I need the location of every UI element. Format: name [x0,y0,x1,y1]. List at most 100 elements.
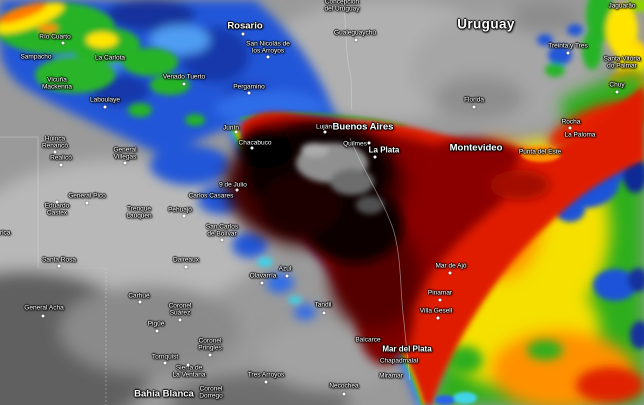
map-label: Quilmes [343,140,367,148]
storm-cell [225,86,644,405]
map-label: Santa Rosa [42,256,76,264]
map-label: Mar de Ajó [435,262,467,270]
town-dot [354,38,358,42]
town-dot [367,141,371,145]
map-label: Trenque Lauquen [126,205,152,220]
town-dot [85,201,89,205]
map-label: Luján [316,123,332,131]
town-dot [438,298,442,302]
town-dot [184,265,188,269]
map-label: Huinca Renancó [41,135,69,150]
map-label: Pinamar [427,289,453,297]
town-dot [568,126,572,130]
town-dot [615,90,619,94]
map-label: Laboulaye [90,96,120,104]
map-label: San Nicolás de los Arroyos [246,40,290,55]
map-label: Sampacho [20,53,52,61]
map-label: Jaguarão [608,2,636,10]
map-label: Tandil [314,301,332,309]
town-dot [247,91,251,95]
town-dot [323,130,327,134]
map-label: La Paloma [564,131,596,139]
route-line [349,137,411,381]
map-label: 9 de Julio [219,181,247,189]
map-label: Punta del Este [518,148,562,156]
map-label: Junín [223,124,239,132]
town-dot [234,130,238,134]
map-label: Río Cuarto [39,33,71,41]
town-dot [182,214,186,218]
town-dot [448,271,452,275]
map-label: Eduardo Castex [44,202,70,217]
town-dot [53,150,57,154]
map-label: Pergamino [233,83,265,91]
map-label: Uruguay [457,16,515,32]
town-dot [186,363,190,367]
map-label: Rocha [561,118,581,126]
map-label: Chapadmalal [379,357,419,365]
town-dot [241,32,245,36]
town-dot [250,146,254,150]
map-label: Daireaux [172,256,200,264]
town-dot [57,264,61,268]
town-dot [472,105,476,109]
map-label: General Villegas [113,146,137,161]
town-dot [342,392,346,396]
town-dot [155,329,159,333]
map-label: La Carlota [95,54,125,62]
map-label: General Acha [24,304,64,312]
map-label: Rosario [227,20,263,32]
map-label: Santa Vitória do Palmar [603,55,641,70]
map-label: Tornquist [151,353,179,361]
town-dot [266,55,270,59]
map-label: Balcarce [355,336,381,344]
map-label: Coronel Pringles [198,337,222,352]
town-dot [285,274,289,278]
map-label: Florida [464,96,484,104]
map-label: Pehuajó [168,206,192,214]
map-label: Carlos Casares [188,192,234,200]
town-dot [235,188,239,192]
map-label: Azul [278,265,292,273]
map-label: Bahía Blanca [134,388,194,400]
map-label: Olavarría [249,272,277,280]
map-label: San Carlos de Bolívar [205,223,239,238]
map-label: Mar del Plata [382,344,432,354]
town-dot [138,300,142,304]
map-label: Buenos Aires [332,121,394,133]
overshooting-tops [296,143,384,214]
town-dot [322,311,326,315]
map-label: Realicó [50,154,72,162]
town-dot [61,41,65,45]
map-label: General Pico [68,192,106,200]
map-label: Sierra de La Ventana [172,364,206,379]
map-label: Vicuña Mackenna [42,76,72,91]
town-dot [178,318,182,322]
map-label: Montevideo [449,142,503,154]
town-dot [264,380,268,384]
town-dot [436,316,440,320]
town-dot [373,155,377,159]
town-dot [220,238,224,242]
town-dot [208,353,212,357]
map-label: Miramar [379,372,403,380]
map-label: Villa Gesell [419,307,453,315]
town-dot [123,161,127,165]
town-dot [59,163,63,167]
map-label: Victorica [0,229,11,237]
map-label: La Plata [368,145,400,155]
town-dot [260,281,264,285]
map-label: Venado Tuerto [162,73,206,81]
map-label: Gualeguaychú [334,29,376,37]
map-label: Chacabuco [238,139,272,147]
map-label: Tres Arroyos [247,371,285,379]
map-label: Treinta y Tres [548,42,588,50]
map-label: Pigüé [147,320,165,328]
town-dot [41,314,45,318]
town-dot [103,105,107,109]
town-dot [182,82,186,86]
town-dot [163,361,167,365]
